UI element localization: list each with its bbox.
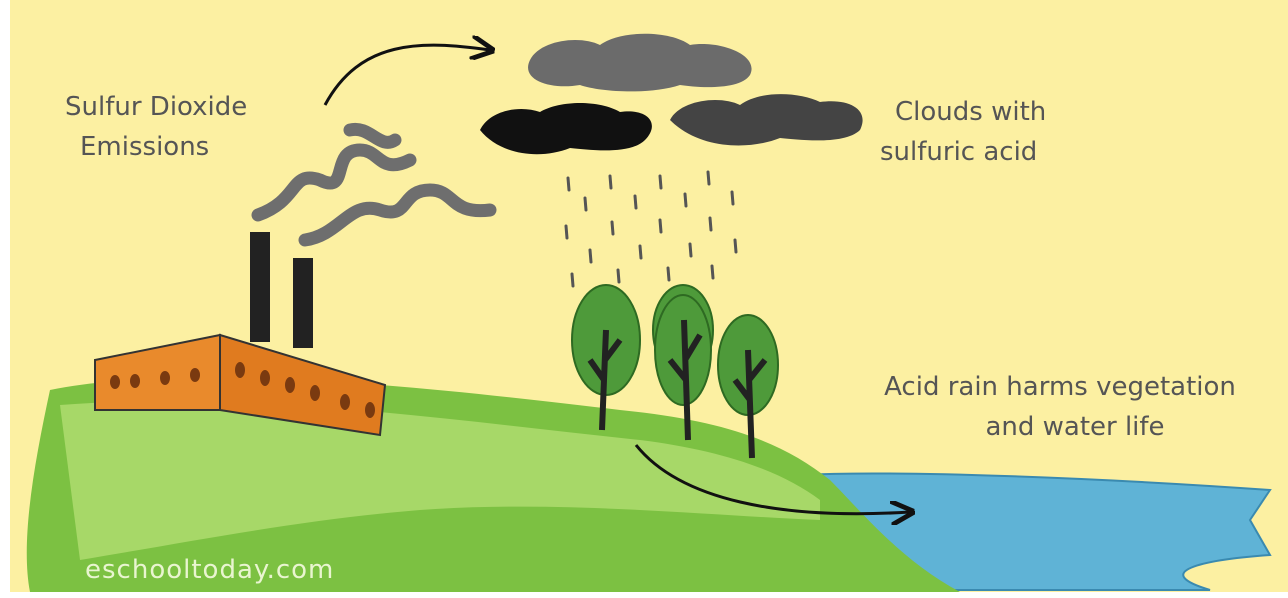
diagram: Sulfur Dioxide Emissions Clouds with sul… [0, 0, 1288, 598]
chimney [250, 232, 270, 342]
label: Emissions [80, 132, 209, 162]
chimney [293, 258, 313, 348]
label: Clouds with [895, 97, 1046, 127]
watermark: eschooltoday.com [85, 555, 334, 585]
cloud [670, 94, 863, 145]
label: sulfuric acid [880, 137, 1037, 167]
label: and water life [985, 412, 1164, 442]
label: Acid rain harms vegetation [884, 372, 1236, 402]
page: Sulfur Dioxide Emissions Clouds with sul… [0, 0, 1288, 598]
label: Sulfur Dioxide [65, 92, 247, 122]
